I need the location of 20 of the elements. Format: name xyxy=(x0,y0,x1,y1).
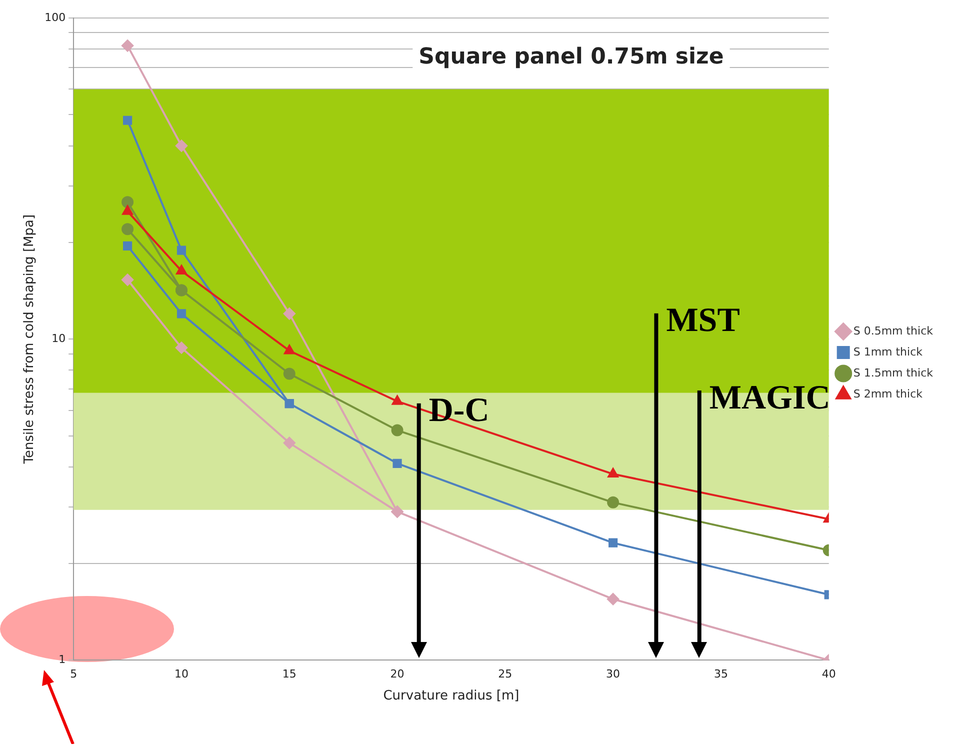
x-tick-label: 30 xyxy=(606,668,620,681)
ref-line-label: MST xyxy=(666,302,740,340)
legend-label: S 1mm thick xyxy=(853,345,924,358)
x-tick-label: 10 xyxy=(174,668,188,681)
x-tick-label: 35 xyxy=(714,668,728,681)
legend-label: S 1.5mm thick xyxy=(853,366,934,380)
text: Square panel 0.75m size xyxy=(418,44,724,70)
x-tick-label: 25 xyxy=(498,668,512,681)
x-tick-label: 15 xyxy=(282,668,296,681)
y-tick-label: 100 xyxy=(44,10,66,24)
legend-label: S 2mm thick xyxy=(853,387,924,400)
x-tick-label: 20 xyxy=(390,668,404,681)
y-axis-title: Tensile stress from cold shaping [Mpa] xyxy=(22,214,38,465)
y-tick-label: 10 xyxy=(52,332,66,345)
y-tick-label: 1 xyxy=(58,653,66,666)
x-tick-label: 5 xyxy=(70,668,78,681)
x-axis-title: Curvature radius [m] xyxy=(383,688,520,704)
ref-line-label: D-C xyxy=(428,392,490,430)
x-tick-label: 40 xyxy=(822,668,836,681)
legend-label: S 0.5mm thick xyxy=(853,324,934,338)
